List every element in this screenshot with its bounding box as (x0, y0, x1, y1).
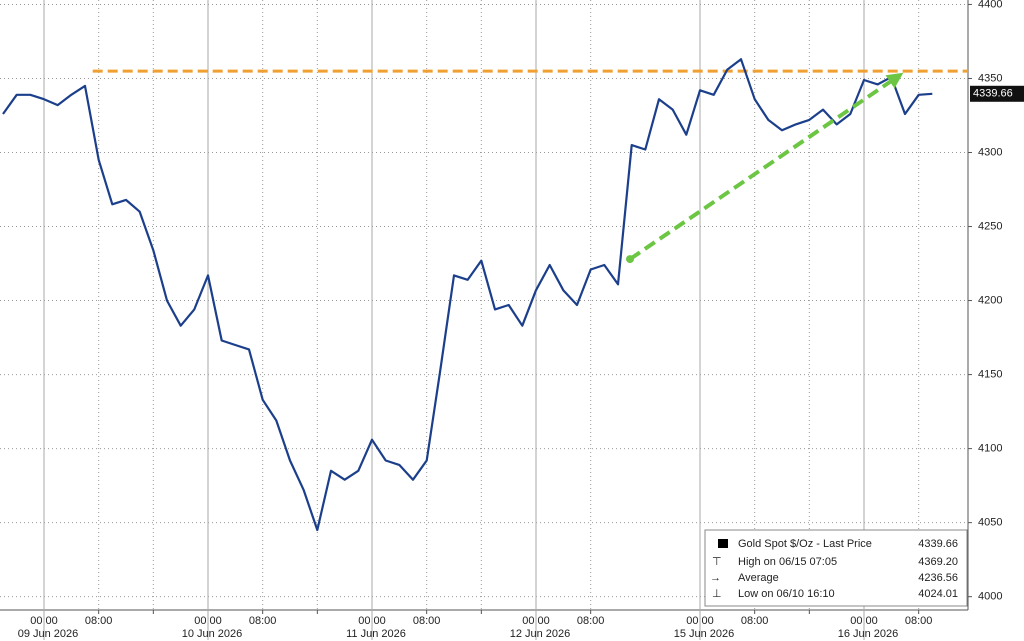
y-tick-label: 4400 (978, 0, 1002, 10)
x-tick-label: 08:00 (577, 615, 605, 627)
y-tick-label: 4050 (978, 517, 1002, 529)
legend: Gold Spot $/Oz - Last Price 4339.66 ⊤ Hi… (704, 529, 968, 607)
legend-value: 4024.01 (918, 588, 958, 600)
x-tick-label: 08:00 (85, 615, 113, 627)
y-tick-label: 4100 (978, 443, 1002, 455)
last-price-label: 4339.66 (973, 88, 1013, 100)
last-price-tag (970, 85, 1024, 102)
legend-icon: → (710, 572, 721, 584)
x-tick-label: 08:00 (413, 615, 441, 627)
day-label: 09 Jun 2026 (18, 628, 79, 640)
day-label: 16 Jun 2026 (838, 628, 899, 640)
legend-value: 4369.20 (918, 556, 958, 568)
legend-label: Gold Spot $/Oz - Last Price (738, 538, 872, 550)
y-tick-label: 4250 (978, 220, 1002, 232)
day-label: 15 Jun 2026 (674, 628, 735, 640)
legend-value: 4339.66 (918, 538, 958, 550)
legend-box (704, 529, 968, 607)
x-tick-label: 08:00 (249, 615, 277, 627)
y-tick-label: 4300 (978, 146, 1002, 158)
legend-label: High on 06/15 07:05 (738, 556, 837, 568)
y-tick-label: 4350 (978, 72, 1002, 84)
y-tick-label: 4150 (978, 368, 1002, 380)
legend-icon: ⊤ (712, 556, 722, 568)
price-line (2, 58, 933, 532)
trend-arrow-start (626, 255, 634, 264)
y-tick-label: 4200 (978, 294, 1002, 306)
day-label: 10 Jun 2026 (182, 628, 243, 640)
legend-swatch (718, 539, 728, 548)
y-tick-label: 4000 (978, 591, 1002, 603)
x-tick-label: 08:00 (741, 615, 769, 627)
day-label: 12 Jun 2026 (510, 628, 571, 640)
day-label: 11 Jun 2026 (346, 628, 406, 640)
legend-icon: ⊥ (712, 588, 722, 600)
x-tick-label: 08:00 (905, 615, 933, 627)
legend-label: Low on 06/10 16:10 (738, 588, 835, 600)
legend-value: 4236.56 (918, 572, 958, 584)
trend-arrow-head (885, 72, 904, 89)
legend-label: Average (738, 572, 779, 584)
